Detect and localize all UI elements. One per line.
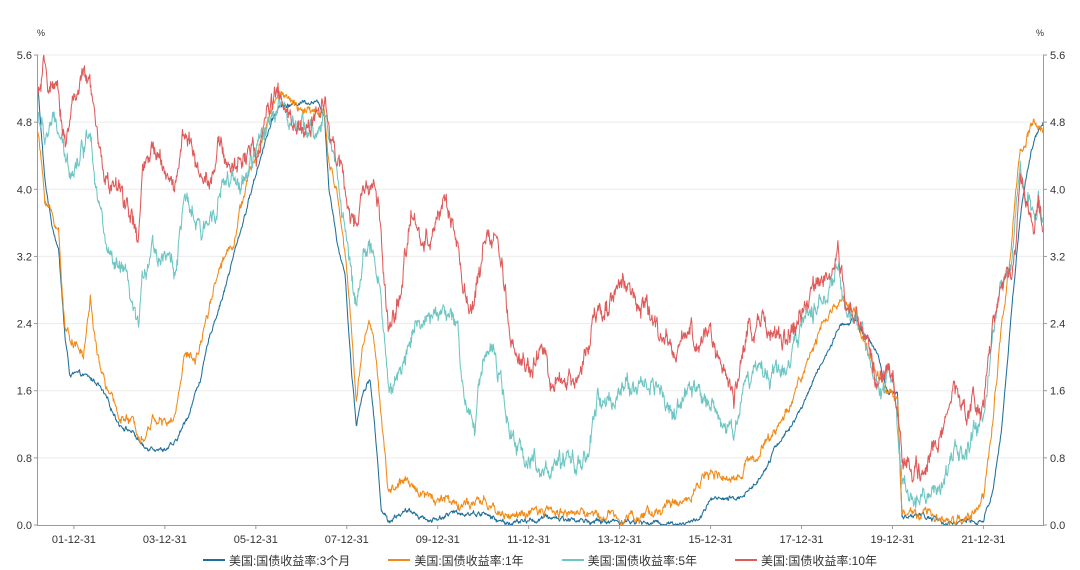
series-line: [37, 88, 1044, 526]
y-tick-label-right: 0.0: [1050, 520, 1065, 532]
series-line: [37, 89, 1044, 526]
x-tick-label: 09-12-31: [416, 534, 460, 546]
x-tick-label: 13-12-31: [598, 534, 642, 546]
x-tick-label: 15-12-31: [689, 534, 733, 546]
legend-item[interactable]: 美国:国债收益率:5年: [561, 552, 697, 569]
y-tick-label-right: 1.6: [1050, 386, 1065, 398]
legend-item[interactable]: 美国:国债收益率:1年: [388, 552, 524, 569]
x-tick-label: 03-12-31: [143, 534, 187, 546]
y-tick-label-right: 5.6: [1050, 50, 1065, 62]
series-line: [37, 54, 1044, 483]
y-tick-label-left: 5.6: [17, 50, 32, 62]
y-tick-label-left: 1.6: [17, 386, 32, 398]
line-chart: % % 0.0 0.8 1.6 2.4 3.2 4.0 4.8 5.6 0.0 0.8 1.6 2.…: [17, 28, 1066, 546]
y-tick-label-left: 0.8: [17, 453, 32, 465]
y-tick-label-left: 2.4: [17, 319, 32, 331]
y-tick-label-left: 0.0: [17, 520, 32, 532]
gridlines: [38, 54, 1043, 459]
y-tick-label-left: 3.2: [17, 251, 32, 263]
y-tick-label-right: 2.4: [1050, 319, 1065, 331]
legend-item[interactable]: 美国:国债收益率:10年: [735, 552, 877, 569]
x-tick-label: 07-12-31: [325, 534, 369, 546]
y-tick-label-right: 0.8: [1050, 453, 1065, 465]
x-tick-label: 11-12-31: [507, 534, 550, 546]
series-lines: [37, 54, 1044, 526]
right-unit-label: %: [1036, 28, 1044, 38]
x-ticks: 01-12-31 03-12-31 05-12-31 07-12-31 09-12-31…: [52, 525, 1005, 546]
y-tick-label-right: 3.2: [1050, 251, 1065, 263]
legend-swatch: [561, 559, 584, 561]
x-tick-label: 21-12-31: [961, 534, 1005, 546]
y-tick-label-right: 4.8: [1050, 117, 1065, 129]
x-tick-label: 17-12-31: [780, 534, 824, 546]
x-tick-label: 05-12-31: [234, 534, 278, 546]
y-tick-label-left: 4.8: [17, 117, 32, 129]
legend-swatch: [202, 559, 225, 561]
y-tick-label-right: 4.0: [1050, 184, 1065, 196]
legend-swatch: [388, 559, 411, 561]
axes: % %: [37, 28, 1044, 526]
legend-label: 美国:国债收益率:3个月: [228, 553, 351, 568]
y-tick-label-left: 4.0: [17, 184, 32, 196]
y-ticks-left: 0.0 0.8 1.6 2.4 3.2 4.0 4.8 5.6: [17, 50, 38, 532]
x-tick-label: 19-12-31: [870, 534, 914, 546]
legend-item[interactable]: 美国:国债收益率:3个月: [202, 552, 351, 569]
series-line: [37, 96, 1044, 509]
y-ticks-right: 0.0 0.8 1.6 2.4 3.2 4.0 4.8 5.6: [1043, 50, 1065, 532]
x-tick-label: 01-12-31: [52, 534, 96, 546]
legend-label: 美国:国债收益率:5年: [587, 553, 697, 568]
legend-label: 美国:国债收益率:10年: [761, 553, 878, 568]
legend: 美国:国债收益率:3个月 美国:国债收益率:1年 美国:国债收益率:5年 美国:国债收…: [0, 551, 1080, 569]
legend-label: 美国:国债收益率:1年: [414, 553, 524, 568]
legend-swatch: [735, 559, 757, 561]
left-unit-label: %: [37, 28, 45, 38]
